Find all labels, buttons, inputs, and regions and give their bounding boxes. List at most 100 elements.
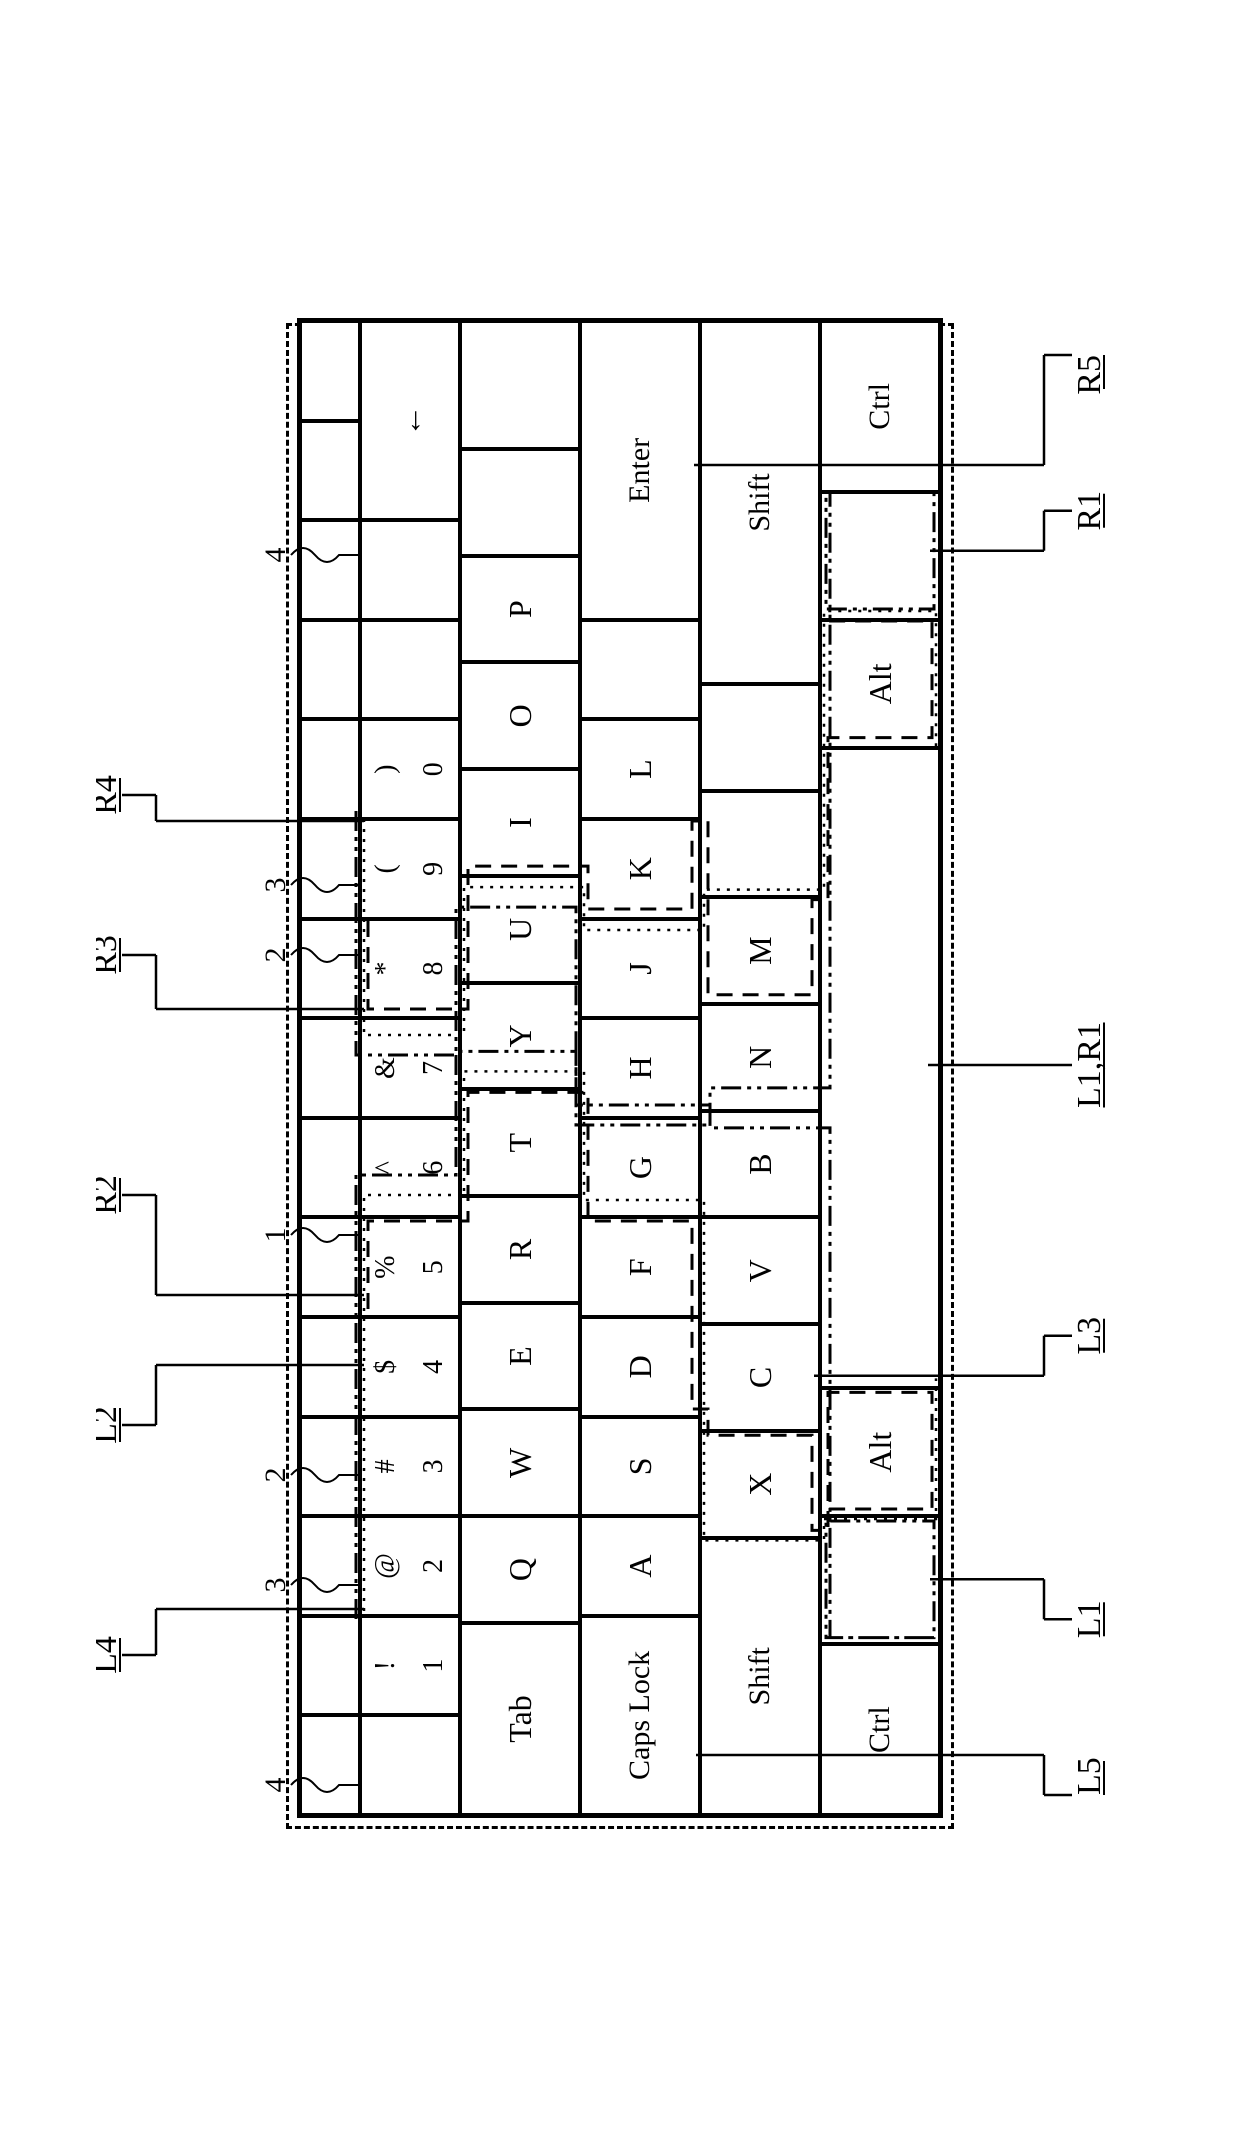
- key-rshift: Shift: [700, 321, 820, 684]
- key-upper: $: [370, 1360, 402, 1374]
- key-upper: ^: [370, 1161, 402, 1174]
- key-lower: 2: [418, 1559, 450, 1573]
- key-label: O: [502, 704, 539, 727]
- key-label: T: [502, 1133, 539, 1153]
- key-rwin: [820, 492, 940, 620]
- keyboard: !1@2#3$4%5^6&7*8(9)0←TabQWERTYUIOPCaps L…: [297, 318, 943, 1818]
- key-upper: (: [370, 864, 402, 873]
- key-n3: #3: [360, 1417, 460, 1517]
- key-f9: [300, 919, 360, 1019]
- key-label: U: [502, 918, 539, 941]
- key-comma: [700, 791, 820, 898]
- key-upper: !: [370, 1661, 402, 1670]
- key-dot: [700, 684, 820, 791]
- key-t: T: [460, 1089, 580, 1196]
- key-k: K: [580, 819, 700, 919]
- key-upper: &: [370, 1057, 402, 1079]
- key-back: ←: [360, 321, 460, 520]
- key-enter: Enter: [580, 321, 700, 620]
- key-f15: [300, 321, 360, 421]
- diagram-stage: !1@2#3$4%5^6&7*8(9)0←TabQWERTYUIOPCaps L…: [96, 301, 1144, 1829]
- key-f13: [300, 520, 360, 620]
- key-label: E: [502, 1346, 539, 1366]
- key-lshift: Shift: [700, 1538, 820, 1815]
- key-f2: [300, 1616, 360, 1716]
- key-upper: ): [370, 765, 402, 774]
- key-n7: &7: [360, 1018, 460, 1118]
- key-m: M: [700, 897, 820, 1004]
- key-b: B: [700, 1111, 820, 1218]
- key-br2: [460, 321, 580, 449]
- key-upper: *: [370, 961, 402, 975]
- key-label: W: [502, 1448, 539, 1478]
- key-lower: 8: [418, 961, 450, 975]
- key-label: Alt: [862, 663, 899, 704]
- key-x: X: [700, 1431, 820, 1538]
- key-n6: ^6: [360, 1118, 460, 1218]
- key-g: G: [580, 1118, 700, 1218]
- key-label: D: [622, 1355, 659, 1378]
- key-f: F: [580, 1217, 700, 1317]
- key-label: V: [742, 1259, 779, 1282]
- key-label: K: [622, 857, 659, 880]
- key-label: A: [622, 1554, 659, 1577]
- key-label: H: [622, 1056, 659, 1079]
- key-label: X: [742, 1473, 779, 1496]
- key-lower: 0: [418, 762, 450, 776]
- key-f5: [300, 1317, 360, 1417]
- key-f11: [300, 719, 360, 819]
- key-label: Shift: [743, 1647, 777, 1705]
- callout-label: L1: [1071, 1600, 1108, 1638]
- key-f4: [300, 1417, 360, 1517]
- key-label: Shift: [743, 473, 777, 531]
- key-label: C: [742, 1367, 779, 1388]
- key-label: Ctrl: [863, 1706, 897, 1753]
- key-lower: 6: [418, 1161, 450, 1175]
- key-f7: [300, 1118, 360, 1218]
- key-y: Y: [460, 983, 580, 1090]
- key-j: J: [580, 919, 700, 1019]
- key-v: V: [700, 1217, 820, 1324]
- key-r: R: [460, 1196, 580, 1303]
- keyboard-row: Caps LockASDFGHJKLEnter: [580, 321, 700, 1815]
- key-a: A: [580, 1516, 700, 1616]
- key-br1: [460, 449, 580, 556]
- key-f6: [300, 1217, 360, 1317]
- key-space: [820, 748, 940, 1388]
- key-dash: [360, 620, 460, 720]
- key-c: C: [700, 1324, 820, 1431]
- key-u: U: [460, 876, 580, 983]
- key-label: L: [622, 759, 659, 779]
- key-upper: @: [370, 1553, 402, 1579]
- keyboard-row: TabQWERTYUIOP: [460, 321, 580, 1815]
- key-label: P: [502, 600, 539, 618]
- key-lower: 7: [418, 1061, 450, 1075]
- callout-label: L3: [1071, 1317, 1108, 1355]
- key-e: E: [460, 1303, 580, 1410]
- key-label: Y: [502, 1024, 539, 1047]
- key-f14: [300, 421, 360, 521]
- key-lower: 4: [418, 1360, 450, 1374]
- key-f10: [300, 819, 360, 919]
- key-l: L: [580, 719, 700, 819]
- key-tab: Tab: [460, 1623, 580, 1815]
- key-f3: [300, 1516, 360, 1616]
- key-w: W: [460, 1410, 580, 1517]
- key-n1: !1: [360, 1616, 460, 1716]
- keyboard-row: Shift X C V BNM Shift: [700, 321, 820, 1815]
- key-n2: @2: [360, 1516, 460, 1616]
- key-lctrl: Ctrl: [820, 1644, 940, 1815]
- key-n9: (9: [360, 819, 460, 919]
- key-o: O: [460, 662, 580, 769]
- key-h: H: [580, 1018, 700, 1118]
- key-label: Ctrl: [863, 383, 897, 430]
- key-lower: 5: [418, 1260, 450, 1274]
- key-n: N: [700, 1004, 820, 1111]
- key-f12: [300, 620, 360, 720]
- key-upper: #: [370, 1459, 402, 1473]
- key-lalt: Alt: [820, 1388, 940, 1516]
- key-i: I: [460, 769, 580, 876]
- key-n8: *8: [360, 919, 460, 1019]
- key-caps: Caps Lock: [580, 1616, 700, 1815]
- key-ralt: Alt: [820, 620, 940, 748]
